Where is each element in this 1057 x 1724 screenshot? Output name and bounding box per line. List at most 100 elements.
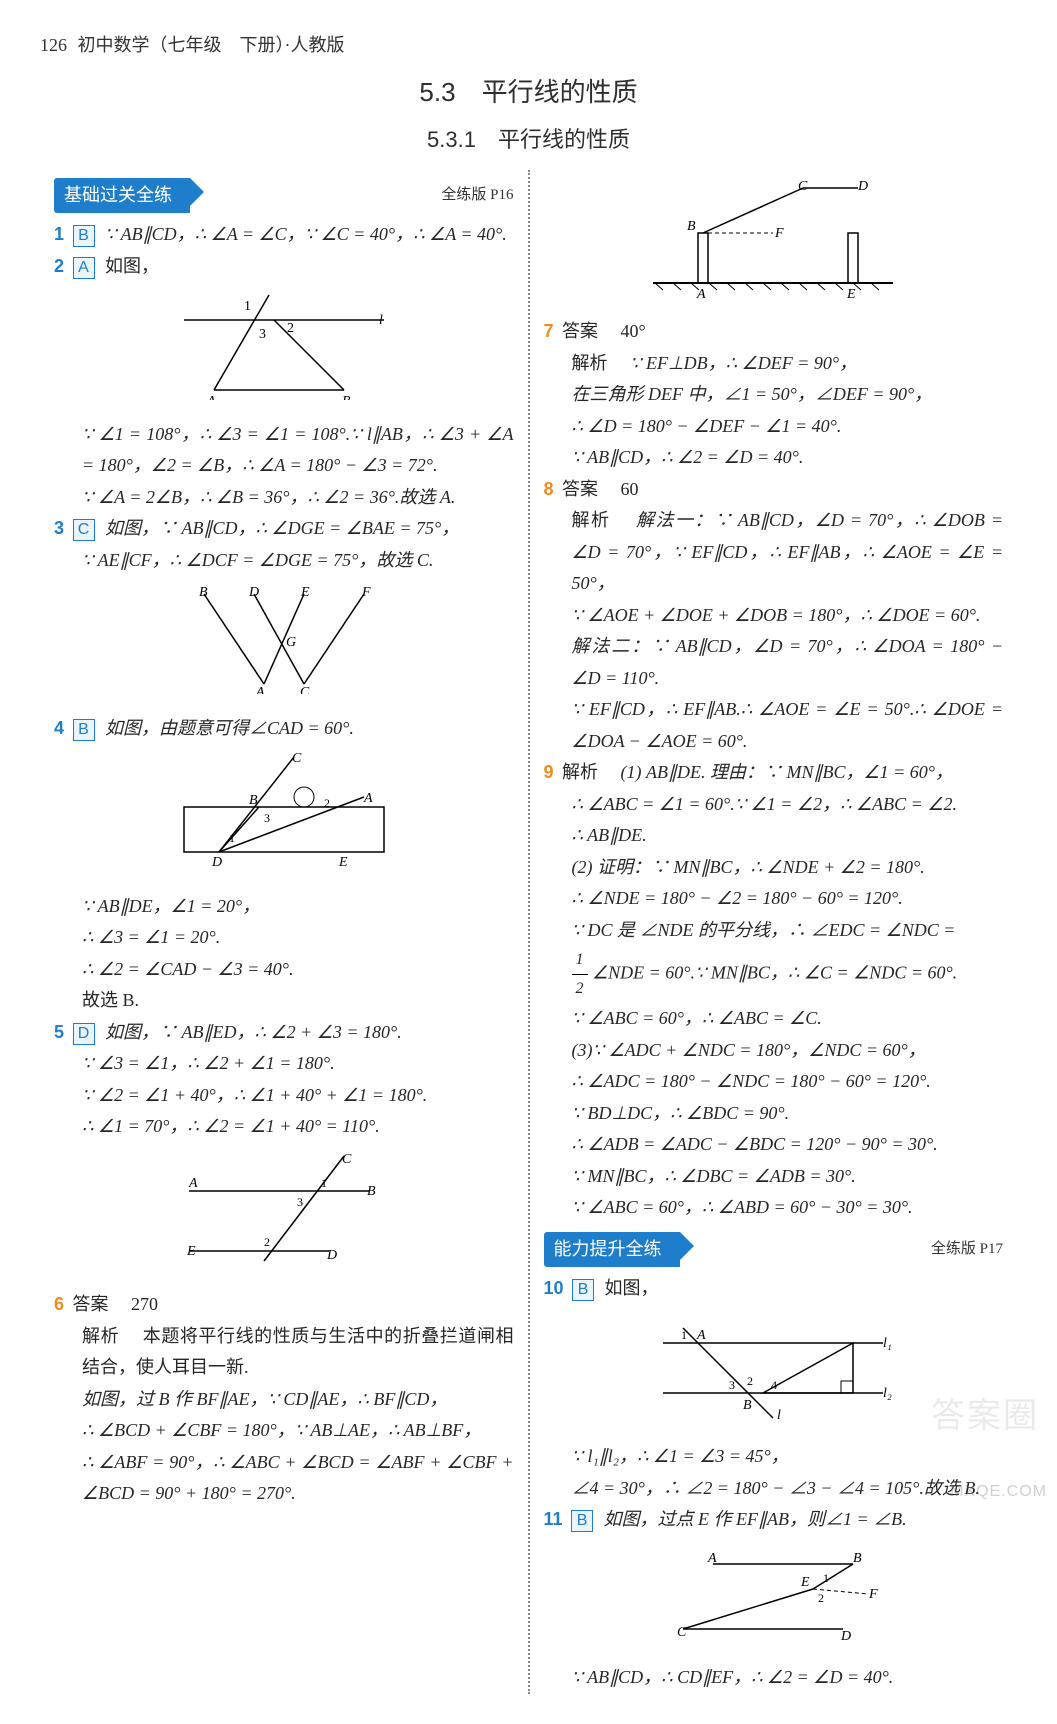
svg-text:D: D (211, 855, 222, 870)
svg-text:2: 2 (287, 321, 294, 336)
q2-l1: ∵ ∠1 = 108°，∴ ∠3 = ∠1 = 108°.∵ l∥AB，∴ ∠3… (54, 419, 514, 482)
svg-text:D: D (857, 179, 868, 194)
ref-basic: 全练版 P16 (441, 182, 513, 208)
ref-ability: 全练版 P17 (931, 1236, 1003, 1262)
section-basic: 基础过关全练 (54, 178, 190, 214)
svg-text:B: B (367, 1184, 376, 1199)
q9-p21: (2) 证明：∵ MN∥BC，∴ ∠NDE + ∠2 = 180°. (544, 852, 1004, 884)
q8-jx: 解析 解法一：∵ AB∥CD，∠D = 70°，∴ ∠DOB = ∠D = 70… (544, 505, 1004, 600)
q7-l2: 在三角形 DEF 中，∠1 = 50°，∠DEF = 90°， (544, 379, 1004, 411)
svg-text:C: C (292, 752, 302, 766)
q8-num: 8 (544, 479, 554, 499)
q5-l3: ∴ ∠1 = 70°，∴ ∠2 = ∠1 + 40° = 110°. (54, 1111, 514, 1143)
q6-l3: ∴ ∠BCD + ∠CBF = 180°，∵ AB⊥AE，∴ AB⊥BF， (54, 1415, 514, 1447)
q6-jiexi: 解析 本题将平行线的性质与生活中的折叠拦道闸相结合，使人耳目一新. (54, 1321, 514, 1384)
svg-text:E: E (300, 585, 310, 600)
q7-ans-label: 答案 (562, 321, 598, 341)
svg-text:1: 1 (321, 1176, 327, 1190)
q7-head: 7 答案 40° (544, 316, 1004, 348)
q4-l1: ∵ AB∥DE，∠1 = 20°， (54, 891, 514, 923)
svg-text:l₂: l₂ (883, 1386, 892, 1401)
svg-text:A: A (188, 1176, 198, 1191)
q7-jx: 解析 ∵ EF⊥DB，∴ ∠DEF = 90°， (544, 348, 1004, 380)
q7-ans: 40° (621, 321, 646, 341)
svg-text:E: E (186, 1244, 196, 1259)
q9-p32: ∴ ∠ADC = 180° − ∠NDC = 180° − 60° = 120°… (544, 1066, 1004, 1098)
svg-text:1: 1 (244, 299, 251, 314)
q7-num: 7 (544, 321, 554, 341)
svg-text:F: F (868, 1587, 878, 1602)
q3-head: 3 C 如图，∵ AB∥CD，∴ ∠DGE = ∠BAE = 75°， (54, 513, 514, 545)
svg-text:D: D (248, 585, 259, 600)
svg-text:1: 1 (229, 831, 235, 845)
q9-num: 9 (544, 762, 554, 782)
svg-text:A: A (255, 685, 265, 694)
q9-p2b: ∵ ∠ABC = 60°，∴ ∠ABC = ∠C. (544, 1003, 1004, 1035)
q10-l2: ∠4 = 30°，∴ ∠2 = 180° − ∠3 − ∠4 = 105°.故选… (544, 1473, 1004, 1505)
q4-ans: B (73, 719, 95, 741)
svg-text:3: 3 (259, 327, 266, 342)
q4-num: 4 (54, 718, 64, 738)
column-left: 全练版 P16 基础过关全练 1 B ∵ AB∥CD，∴ ∠A = ∠C，∵ ∠… (40, 170, 530, 1694)
q9-p31: (3)∵ ∠ADC + ∠NDC = 180°，∠NDC = 60°， (544, 1035, 1004, 1067)
q10-head: 10 B 如图， (544, 1273, 1004, 1305)
q5-figure: C A B 1 3 2 E D (54, 1151, 514, 1282)
svg-text:C: C (677, 1625, 687, 1640)
svg-text:3: 3 (264, 811, 270, 825)
svg-text:C: C (798, 179, 808, 194)
svg-text:G: G (286, 635, 296, 650)
q3-l2: ∵ AE∥CF，∴ ∠DCF = ∠DGE = 75°，故选 C. (54, 545, 514, 577)
svg-text:C: C (300, 685, 310, 694)
q11-head: 11 B 如图，过点 E 作 EF∥AB，则∠1 = ∠B. (544, 1504, 1004, 1536)
q10-l1: ∵ l₁∥l₂，∴ ∠1 = ∠3 = 45°， (544, 1441, 1004, 1473)
q6-head: 6 答案 270 (54, 1289, 514, 1321)
svg-text:D: D (326, 1248, 337, 1263)
svg-text:A: A (707, 1551, 717, 1566)
svg-text:l: l (379, 313, 383, 328)
q7-l3: ∴ ∠D = 180° − ∠DEF − ∠1 = 40°. (544, 411, 1004, 443)
q8-ans: 60 (621, 479, 639, 499)
svg-text:A: A (696, 287, 706, 298)
q9-p23: ∵ DC 是 ∠NDE 的平分线，∴ ∠EDC = ∠NDC = (544, 915, 1004, 947)
svg-text:B: B (853, 1551, 862, 1566)
q1-text: ∵ AB∥CD，∴ ∠A = ∠C，∵ ∠C = 40°，∴ ∠A = 40°. (105, 224, 507, 244)
svg-text:F: F (774, 226, 784, 241)
q5-l1: ∵ ∠3 = ∠1，∴ ∠2 + ∠1 = 180°. (54, 1048, 514, 1080)
q10-ans: B (572, 1279, 594, 1301)
q4-l2: ∴ ∠3 = ∠1 = 20°. (54, 922, 514, 954)
q4-l3: ∴ ∠2 = ∠CAD − ∠3 = 40°. (54, 954, 514, 986)
q5-num: 5 (54, 1022, 64, 1042)
q5-head: 5 D 如图，∵ AB∥ED，∴ ∠2 + ∠3 = 180°. (54, 1017, 514, 1049)
q4-l4: 故选 B. (54, 985, 514, 1017)
q2-intro: 如图， (105, 256, 159, 276)
q9-p12: ∴ ∠ABC = ∠1 = 60°.∵ ∠1 = ∠2，∴ ∠ABC = ∠2. (544, 789, 1004, 821)
q6-l2: 如图，过 B 作 BF∥AE，∵ CD∥AE，∴ BF∥CD， (54, 1384, 514, 1416)
svg-text:B: B (342, 394, 351, 400)
svg-text:B: B (199, 585, 208, 600)
q9-p35: ∵ MN∥BC，∴ ∠DBC = ∠ADB = 30°. (544, 1161, 1004, 1193)
q11-l0: 如图，过点 E 作 EF∥AB，则∠1 = ∠B. (604, 1509, 907, 1529)
q9-p13: ∴ AB∥DE. (544, 820, 1004, 852)
q6-l4: ∴ ∠ABF = 90°，∴ ∠ABC + ∠BCD = ∠ABF + ∠CBF… (54, 1447, 514, 1510)
svg-text:E: E (800, 1575, 810, 1590)
q8-head: 8 答案 60 (544, 474, 1004, 506)
q4-l0: 如图，由题意可得∠CAD = 60°. (105, 718, 354, 738)
svg-text:1: 1 (681, 1328, 687, 1342)
svg-text:A: A (696, 1328, 706, 1343)
q11-l1: ∵ AB∥CD，∴ CD∥EF，∴ ∠2 = ∠D = 40°. (544, 1662, 1004, 1694)
svg-text:2: 2 (747, 1374, 753, 1388)
q11-figure: A B 1 E 2 F C D (544, 1544, 1004, 1655)
q2-head: 2 A 如图， (54, 251, 514, 283)
q3-ans: C (73, 519, 95, 541)
svg-text:E: E (338, 855, 348, 870)
svg-text:A: A (206, 394, 216, 400)
page-number: 126 (40, 35, 67, 55)
q5-ans: D (73, 1023, 95, 1045)
q3-l1: 如图，∵ AB∥CD，∴ ∠DGE = ∠BAE = 75°， (105, 518, 459, 538)
svg-text:3: 3 (297, 1195, 303, 1209)
q8-m21: 解法二：∵ AB∥CD，∠D = 70°，∴ ∠DOA = 180° − ∠D … (544, 631, 1004, 694)
q9-p22: ∴ ∠NDE = 180° − ∠2 = 180° − 60° = 120°. (544, 883, 1004, 915)
q9-head: 9 解析 (1) AB∥DE. 理由：∵ MN∥BC，∠1 = 60°， (544, 757, 1004, 789)
svg-text:F: F (361, 585, 371, 600)
q9-p2frac: 12 ∠NDE = 60°.∵ MN∥BC，∴ ∠C = ∠NDC = 60°. (544, 946, 1004, 1003)
